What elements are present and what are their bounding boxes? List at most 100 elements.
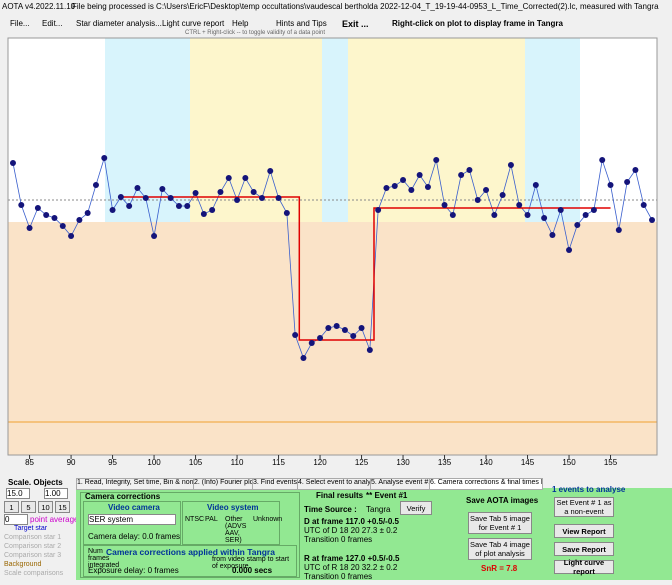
button[interactable]: 5 — [21, 501, 36, 513]
menu-item[interactable]: Edit... — [42, 19, 63, 28]
spinner[interactable]: 15.0 — [6, 488, 30, 499]
x-tick-label: 95 — [108, 458, 117, 467]
save-button[interactable]: Save Tab 5 image for Event # 1 — [468, 512, 532, 534]
data-point — [433, 157, 440, 163]
tab[interactable]: 2. (Info) Fourier plot — [193, 478, 253, 490]
data-point — [507, 162, 514, 168]
data-point — [640, 202, 647, 208]
spinner[interactable]: 1.00 — [44, 488, 68, 499]
button[interactable]: Set Event # 1 as a non-event — [554, 497, 614, 517]
menu-item[interactable]: Light curve report — [162, 19, 225, 28]
checkbox[interactable]: Background — [4, 561, 42, 568]
panel-title: Scale. Objects — [8, 478, 63, 487]
data-point — [590, 207, 597, 213]
button[interactable]: 10 — [38, 501, 53, 513]
dropdown[interactable]: SER system — [88, 514, 176, 525]
radio[interactable]: NTSC — [185, 516, 205, 523]
data-point — [92, 182, 99, 188]
data-point — [624, 179, 631, 185]
data-point — [317, 335, 324, 341]
tab[interactable]: 1. Read, Integrity, Set time, Bin & norm… — [76, 478, 194, 490]
button[interactable]: Save Report — [554, 542, 614, 556]
radio[interactable]: Unknown — [253, 516, 283, 523]
menu-item[interactable]: File... — [10, 19, 30, 28]
data-point — [200, 211, 207, 217]
verify-button[interactable]: Verify — [400, 501, 432, 515]
plot[interactable]: 85 90 95 100 105 110 115 120 125 130 135 140 145 150 1… — [0, 0, 672, 472]
result: UTC of D 18 20 27.3 ± 0.2 — [304, 526, 398, 535]
save-button[interactable]: Save Tab 4 image of plot analysis — [468, 538, 532, 560]
menu-item[interactable]: Star diameter analysis... — [76, 19, 162, 28]
data-point — [134, 185, 141, 191]
data-point — [358, 325, 365, 331]
data-point — [391, 183, 398, 189]
button[interactable]: 15 — [55, 501, 70, 513]
data-point — [234, 197, 241, 203]
data-point — [516, 202, 523, 208]
data-point — [292, 332, 299, 338]
menu-item[interactable]: Help — [232, 19, 249, 28]
data-point — [375, 207, 382, 213]
data-point — [441, 202, 448, 208]
plot-hint: Right-click on plot to display frame in … — [392, 19, 563, 28]
data-point — [541, 215, 548, 221]
line — [120, 196, 611, 341]
label: Save AOTA images — [466, 496, 539, 505]
data-point — [117, 194, 124, 200]
checkbox[interactable]: Comparison star 1 — [4, 534, 62, 541]
data-point — [499, 192, 506, 198]
tab[interactable]: 5. Analyse event #1 — [370, 478, 430, 490]
checkbox[interactable]: Comparison star 2 — [4, 543, 62, 550]
label: Tangra — [366, 505, 391, 514]
data-point — [142, 195, 149, 201]
x-tick-label: 150 — [562, 458, 576, 467]
label: Camera delay: 0.0 frames — [88, 532, 181, 541]
data-point — [18, 202, 25, 208]
x-tick-label: 155 — [604, 458, 618, 467]
dropdown[interactable]: 0 — [4, 514, 28, 525]
data-point — [557, 207, 564, 213]
data-point — [84, 210, 91, 216]
band — [322, 38, 348, 222]
corrections-panel: Camera corrections Video camera SER syst… — [76, 485, 672, 581]
data-point — [76, 217, 83, 223]
checkbox[interactable]: Scale comparisons — [4, 570, 64, 577]
checkbox[interactable]: Comparison star 3 — [4, 552, 62, 559]
menu-item[interactable]: Exit ... — [342, 19, 369, 29]
data-point — [300, 355, 307, 361]
data-point — [126, 203, 133, 209]
tab[interactable]: 4. Select event to analyse — [297, 478, 371, 490]
result: R at frame 127.0 +0.5/-0.5 — [304, 554, 400, 563]
data-point — [151, 233, 158, 239]
data-point — [599, 157, 606, 163]
result: D at frame 117.0 +0.5/-0.5 — [304, 517, 399, 526]
checkbox[interactable]: Target star — [14, 525, 48, 532]
button[interactable]: 1 — [4, 501, 19, 513]
label: Exposure delay: 0 frames — [88, 566, 179, 575]
label: Camera corrections applied within Tangra — [106, 547, 275, 557]
data-point — [250, 189, 257, 195]
data-point — [34, 205, 41, 211]
data-point — [184, 203, 191, 209]
data-point — [341, 327, 348, 333]
data-point — [632, 167, 639, 173]
radio[interactable]: PAL — [205, 516, 218, 523]
label: 1 events to analyse — [552, 485, 626, 494]
menu-item[interactable]: Hints and Tips — [276, 19, 327, 28]
tab[interactable]: 3. Find events — [252, 478, 298, 490]
button[interactable]: Light curve report — [554, 558, 614, 576]
tab[interactable]: 6. Camera corrections & final times Even… — [429, 478, 543, 490]
label: 0.000 secs — [232, 566, 273, 575]
button[interactable]: View Report — [554, 524, 614, 538]
result: UTC of R 18 20 32.2 ± 0.2 — [304, 563, 398, 572]
x-tick-label: 120 — [313, 458, 327, 467]
radio[interactable]: Other (ADVS AAV, SER) — [225, 516, 247, 544]
label: Time Source : — [304, 505, 357, 514]
data-point — [607, 182, 614, 188]
x-tick-label: 125 — [355, 458, 369, 467]
x-tick-label: 115 — [272, 458, 285, 467]
data-point — [325, 325, 332, 331]
data-point — [408, 187, 415, 193]
data-point — [68, 233, 75, 239]
